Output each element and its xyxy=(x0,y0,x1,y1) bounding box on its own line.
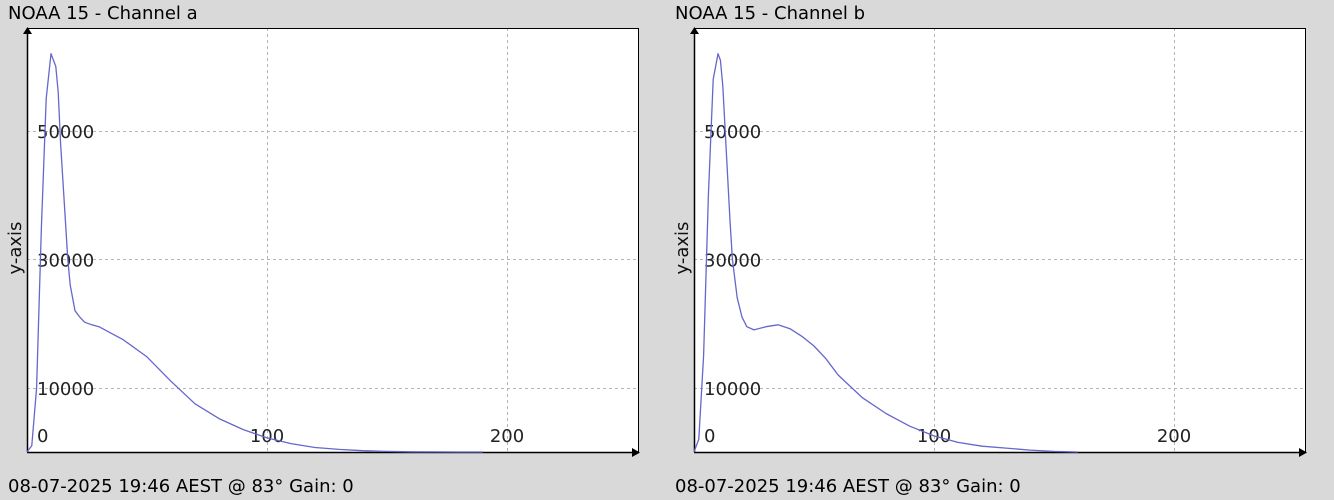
chart-title-b: NOAA 15 - Channel b xyxy=(675,3,866,24)
chart-panel-b: NOAA 15 - Channel b 0 100 200 10000 30000 500… xyxy=(667,0,1334,500)
y-tick-label: 10000 xyxy=(37,379,94,400)
x-tick-label: 100 xyxy=(250,426,284,447)
y-axis-label: y-axis xyxy=(5,222,26,275)
y-axis-label: y-axis xyxy=(672,222,693,275)
chart-title-a: NOAA 15 - Channel a xyxy=(8,3,198,24)
chart-plot-a: 0 100 200 10000 30000 50000 y-axis xyxy=(5,27,640,457)
y-tick-label: 50000 xyxy=(37,122,94,143)
y-tick-label: 30000 xyxy=(37,250,94,271)
chart-footer-a: 08-07-2025 19:46 AEST @ 83° Gain: 0 xyxy=(8,476,354,497)
x-tick-label: 200 xyxy=(490,426,524,447)
x-tick-label: 200 xyxy=(1157,426,1191,447)
y-axis-arrow xyxy=(23,27,32,34)
series-line xyxy=(693,53,1079,453)
y-tick-label: 10000 xyxy=(704,379,761,400)
series-line xyxy=(26,53,483,453)
x-tick-label: 0 xyxy=(704,426,715,447)
y-tick-label: 50000 xyxy=(704,122,761,143)
chart-footer-b: 08-07-2025 19:46 AEST @ 83° Gain: 0 xyxy=(675,476,1021,497)
chart-panel-a: NOAA 15 - Channel a 0 100 200 10000 30000 500… xyxy=(5,3,640,497)
x-axis-arrow xyxy=(632,448,640,457)
plot-area xyxy=(27,28,639,452)
x-axis-arrow xyxy=(1299,448,1307,457)
x-tick-label: 0 xyxy=(37,426,48,447)
plot-area xyxy=(694,28,1306,452)
y-axis-arrow xyxy=(690,27,699,34)
